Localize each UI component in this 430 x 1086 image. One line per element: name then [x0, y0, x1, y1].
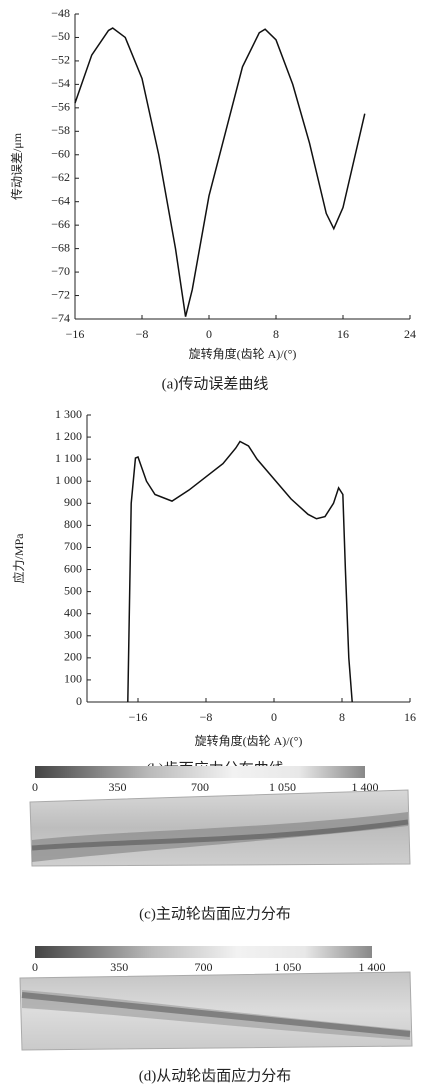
- stress-contour-d: [19, 971, 413, 1051]
- colorbar-tick-label: 700: [195, 960, 213, 974]
- x-tick-label: −16: [66, 327, 85, 341]
- caption: (a)传动误差曲线: [162, 375, 269, 392]
- colorbar-tick-label: 1 050: [274, 960, 301, 974]
- y-tick-label: 1 000: [55, 473, 82, 487]
- y-tick-label: −62: [51, 170, 70, 184]
- x-axis-label: 旋转角度(齿轮 A)/(°): [189, 346, 297, 361]
- stress-contour-c: [29, 789, 411, 867]
- y-axis-label: 传动误差/μm: [9, 132, 24, 200]
- y-tick-label: −50: [51, 29, 70, 43]
- y-tick-label: −64: [51, 193, 70, 207]
- y-tick-label: 0: [76, 694, 82, 708]
- colorbar-tick-label: 1 050: [269, 780, 296, 794]
- colorbar-tick-label: 0: [32, 960, 38, 974]
- y-tick-label: 300: [64, 628, 82, 642]
- y-tick-label: −72: [51, 287, 70, 301]
- colorbar: [35, 766, 365, 778]
- x-tick-label: −8: [136, 327, 149, 341]
- y-tick-label: 1 100: [55, 451, 82, 465]
- colorbar: [35, 946, 372, 958]
- caption: (c)主动轮齿面应力分布: [139, 904, 291, 922]
- x-tick-label: 0: [206, 327, 212, 341]
- y-tick-label: 200: [64, 650, 82, 664]
- x-tick-label: −8: [200, 710, 213, 724]
- y-tick-label: −66: [51, 217, 70, 231]
- y-tick-label: 400: [64, 605, 82, 619]
- colorbar-tick-label: 350: [110, 960, 128, 974]
- colorbar-tick-label: 0: [32, 780, 38, 794]
- colorbar-tick-label: 1 400: [352, 780, 379, 794]
- y-tick-label: −58: [51, 123, 70, 137]
- y-tick-label: −52: [51, 53, 70, 67]
- x-tick-label: 8: [339, 710, 345, 724]
- y-tick-label: −74: [51, 311, 70, 325]
- y-tick-label: −60: [51, 147, 70, 161]
- colorbar-tick-label: 350: [109, 780, 127, 794]
- y-tick-label: −56: [51, 100, 70, 114]
- y-tick-label: 700: [64, 539, 82, 553]
- x-tick-label: 16: [404, 710, 416, 724]
- y-tick-label: 100: [64, 672, 82, 686]
- y-tick-label: 1 200: [55, 429, 82, 443]
- y-tick-label: −54: [51, 76, 70, 90]
- caption: (d)从动轮齿面应力分布: [139, 1066, 292, 1084]
- x-axis-label: 旋转角度(齿轮 A)/(°): [195, 733, 303, 748]
- y-axis-label: 应力/MPa: [11, 533, 26, 584]
- x-tick-label: 16: [337, 327, 349, 341]
- colorbar-tick-label: 1 400: [359, 960, 386, 974]
- x-tick-label: 8: [273, 327, 279, 341]
- y-tick-label: 900: [64, 495, 82, 509]
- x-tick-label: 24: [404, 327, 416, 341]
- y-tick-label: −48: [51, 6, 70, 20]
- y-tick-label: 600: [64, 561, 82, 575]
- y-tick-label: 1 300: [55, 407, 82, 421]
- colorbar-tick-label: 700: [191, 780, 209, 794]
- y-tick-label: 500: [64, 583, 82, 597]
- x-tick-label: −16: [129, 710, 148, 724]
- y-tick-label: −70: [51, 264, 70, 278]
- line-series: [74, 27, 366, 317]
- line-series: [127, 440, 353, 703]
- x-tick-label: 0: [271, 710, 277, 724]
- y-tick-label: 800: [64, 517, 82, 531]
- y-tick-label: −68: [51, 240, 70, 254]
